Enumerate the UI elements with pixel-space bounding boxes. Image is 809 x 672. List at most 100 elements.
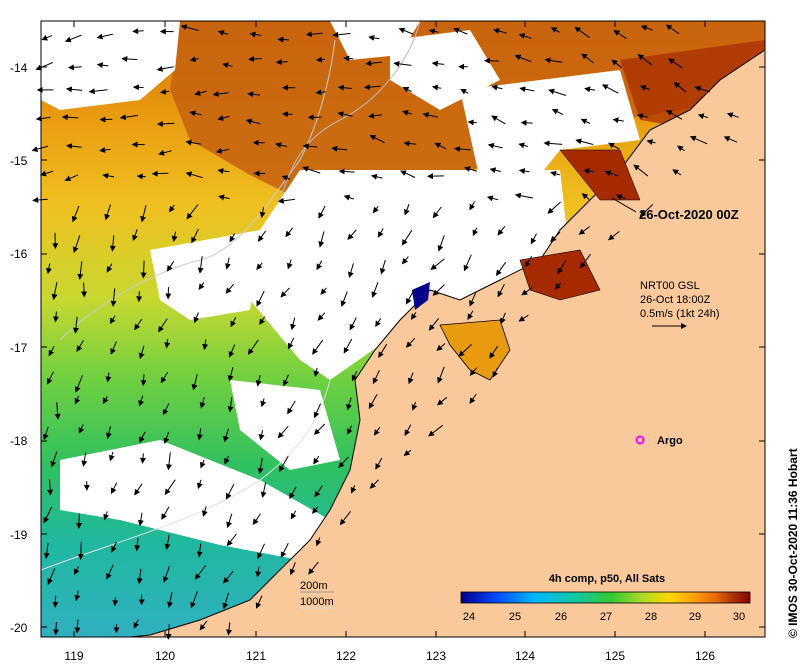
current-vector-arrow xyxy=(672,169,682,176)
current-vector-arrow xyxy=(290,317,296,331)
current-vector-arrow xyxy=(464,166,478,173)
current-vector-arrow xyxy=(230,316,237,328)
current-vector-arrow xyxy=(520,119,533,126)
lat-label: -17 xyxy=(10,341,28,355)
current-vector-arrow xyxy=(436,396,448,406)
colorbar-tick: 27 xyxy=(600,611,612,623)
current-vector-arrow xyxy=(378,343,388,358)
current-vector-arrow xyxy=(694,85,710,93)
current-vector-arrow xyxy=(165,452,172,471)
date-label: 26-Oct-2020 00Z xyxy=(639,207,739,222)
current-vector-arrow xyxy=(104,204,111,221)
current-vector-arrow xyxy=(189,110,202,117)
current-vector-arrow xyxy=(313,367,320,378)
current-vector-arrow xyxy=(88,88,108,95)
current-vector-arrow xyxy=(81,452,88,467)
current-vector-arrow xyxy=(497,283,505,298)
current-vector-arrow xyxy=(109,315,116,325)
colorbar-gradient xyxy=(460,591,751,604)
current-vector-arrow xyxy=(191,374,198,391)
current-vector-arrow xyxy=(493,28,507,34)
plot-frame xyxy=(40,20,766,638)
current-vector-arrow xyxy=(226,483,235,500)
current-vector-arrow xyxy=(368,394,378,409)
current-vector-arrow xyxy=(491,84,503,91)
current-vector-arrow xyxy=(612,117,624,124)
current-vector-arrow xyxy=(105,372,112,383)
current-vector-arrow xyxy=(159,88,170,95)
current-vector-arrow xyxy=(277,36,289,43)
current-vector-arrow xyxy=(372,369,380,385)
current-vector-arrow xyxy=(398,27,414,35)
current-vector-arrow xyxy=(519,86,535,93)
current-vector-arrow xyxy=(218,194,230,201)
current-vector-arrow xyxy=(65,86,83,93)
current-vector-arrow xyxy=(75,513,82,529)
current-vector-arrow xyxy=(337,111,353,118)
current-vector-arrow xyxy=(77,261,84,280)
current-vector-arrow xyxy=(313,455,320,465)
current-vector-arrow xyxy=(223,428,229,443)
current-vector-arrow xyxy=(51,282,58,301)
current-vector-arrow xyxy=(347,425,353,435)
current-vector-arrow xyxy=(247,91,261,98)
lon-label: 121 xyxy=(246,649,266,663)
current-vector-arrow xyxy=(64,34,82,43)
current-vector-arrow xyxy=(436,343,446,351)
current-vector-arrow xyxy=(226,533,237,547)
current-vector-arrow xyxy=(343,55,354,62)
current-vector-arrow xyxy=(255,566,262,578)
current-vector-arrow xyxy=(81,282,88,298)
current-vector-arrow xyxy=(71,205,80,223)
current-vector-arrow xyxy=(340,291,348,307)
current-vector-arrow xyxy=(165,624,172,640)
current-vector-arrow xyxy=(460,88,469,95)
current-vector-arrow xyxy=(608,231,620,241)
current-vector-arrow xyxy=(665,110,683,120)
current-vector-arrow xyxy=(54,402,61,420)
current-vector-arrow xyxy=(428,424,444,437)
current-vector-arrow xyxy=(140,205,147,223)
current-vector-arrow xyxy=(102,395,109,405)
current-vector-arrow xyxy=(411,401,418,411)
current-vector-arrow xyxy=(615,194,626,200)
lon-label: 125 xyxy=(605,649,625,663)
current-vector-arrow xyxy=(518,168,530,175)
current-vector-arrow xyxy=(375,457,383,470)
current-vector-arrow xyxy=(431,84,442,91)
current-vector-arrow xyxy=(369,479,379,489)
current-vector-arrow xyxy=(258,429,265,441)
lon-label: 122 xyxy=(336,649,356,663)
current-vector-arrow xyxy=(50,451,58,468)
current-vector-arrow xyxy=(314,485,323,498)
current-vector-arrow xyxy=(472,227,479,237)
current-vector-arrow xyxy=(557,259,567,275)
current-vector-arrow xyxy=(673,82,687,93)
current-vector-arrow xyxy=(74,375,83,393)
current-vector-arrow xyxy=(31,145,49,153)
current-vector-arrow xyxy=(379,259,386,275)
current-vector-arrow xyxy=(257,230,267,242)
current-vector-arrow xyxy=(400,170,416,178)
argo-label: Argo xyxy=(657,435,683,447)
current-vector-arrow xyxy=(580,253,591,269)
lon-label: 126 xyxy=(695,649,715,663)
current-vector-arrow xyxy=(72,235,81,254)
current-vector-arrow xyxy=(637,54,653,66)
current-vector-arrow xyxy=(40,170,54,177)
current-vector-arrow xyxy=(194,90,207,96)
current-vector-arrow xyxy=(346,397,352,411)
current-vector-arrow xyxy=(547,201,561,214)
current-vector-arrow xyxy=(332,31,351,38)
current-vector-arrow xyxy=(437,235,445,252)
current-vector-arrow xyxy=(492,367,499,378)
current-vector-arrow xyxy=(185,171,203,179)
current-vector-arrow xyxy=(500,312,506,325)
current-vector-arrow xyxy=(331,145,348,152)
current-vector-arrow xyxy=(35,61,54,71)
current-vector-arrow xyxy=(110,288,117,307)
current-vector-arrow xyxy=(109,235,116,252)
current-vector-arrow xyxy=(134,537,141,552)
current-vector-arrow xyxy=(32,196,48,203)
current-legend-line2: 26-Oct 18:00Z xyxy=(640,294,711,306)
